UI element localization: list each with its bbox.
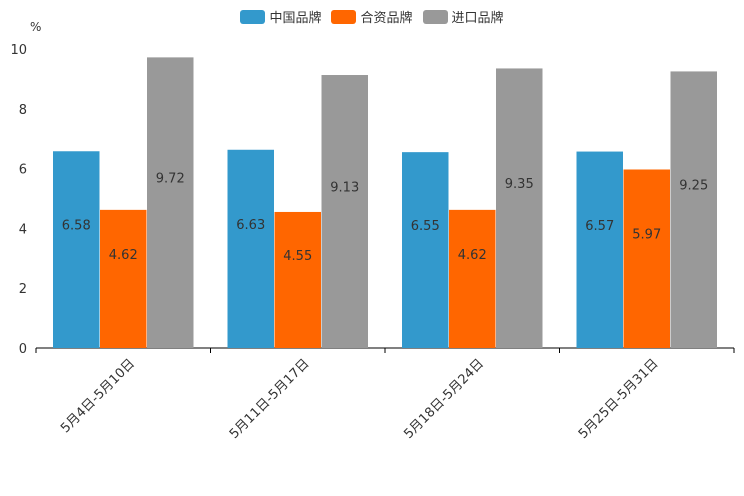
bar-1-2 — [449, 209, 496, 348]
data-label: 5.97 — [632, 228, 661, 243]
legend-swatch-joint-venture-brand — [331, 9, 357, 24]
bar-0-2 — [402, 152, 449, 348]
chart-legend: 中国品牌 合资品牌 进口品牌 — [0, 7, 744, 26]
bar-1-1 — [274, 211, 321, 348]
bar-2-3 — [670, 71, 717, 349]
bar-1-0 — [100, 209, 147, 348]
legend-swatch-import-brand — [422, 9, 448, 24]
y-tick-label: 10 — [10, 43, 27, 58]
bar-0-3 — [576, 151, 623, 348]
y-tick-label: 8 — [19, 103, 27, 118]
bar-1-3 — [623, 169, 670, 348]
data-label: 4.55 — [283, 249, 312, 264]
legend-label-import-brand: 进口品牌 — [451, 11, 504, 26]
legend-swatch-china-brand — [240, 9, 266, 24]
data-label: 4.62 — [109, 248, 138, 263]
legend-label-china-brand: 中国品牌 — [269, 11, 322, 26]
legend-item-china-brand[interactable]: 中国品牌 — [240, 7, 321, 26]
y-axis-unit: % — [30, 20, 42, 34]
data-label: 9.72 — [156, 172, 185, 187]
bar-2-2 — [496, 68, 543, 348]
data-label: 6.55 — [411, 219, 440, 234]
bar-0-0 — [53, 151, 100, 348]
y-tick-label: 0 — [19, 342, 27, 357]
data-label: 9.13 — [330, 181, 359, 196]
data-label: 9.25 — [679, 179, 708, 194]
data-label: 4.62 — [458, 248, 487, 263]
y-tick-label: 6 — [19, 163, 27, 178]
x-tick-label: 5月4日-5月10日 — [58, 356, 138, 436]
data-label: 6.58 — [62, 219, 91, 234]
legend-label-joint-venture-brand: 合资品牌 — [360, 11, 413, 26]
data-label: 6.63 — [236, 218, 265, 233]
x-tick-label: 5月25日-5月31日 — [576, 356, 662, 442]
legend-item-joint-venture-brand[interactable]: 合资品牌 — [331, 7, 413, 26]
y-tick-label: 2 — [19, 282, 27, 297]
x-tick-label: 5月18日-5月24日 — [401, 356, 487, 442]
bar-2-0 — [147, 57, 194, 348]
bar-0-1 — [227, 149, 274, 348]
x-tick-label: 5月11日-5月17日 — [227, 356, 313, 442]
legend-item-import-brand[interactable]: 进口品牌 — [422, 7, 504, 26]
data-label: 9.35 — [505, 177, 534, 192]
data-label: 6.57 — [585, 219, 614, 234]
bar-2-1 — [321, 75, 368, 348]
y-tick-label: 4 — [19, 222, 27, 237]
